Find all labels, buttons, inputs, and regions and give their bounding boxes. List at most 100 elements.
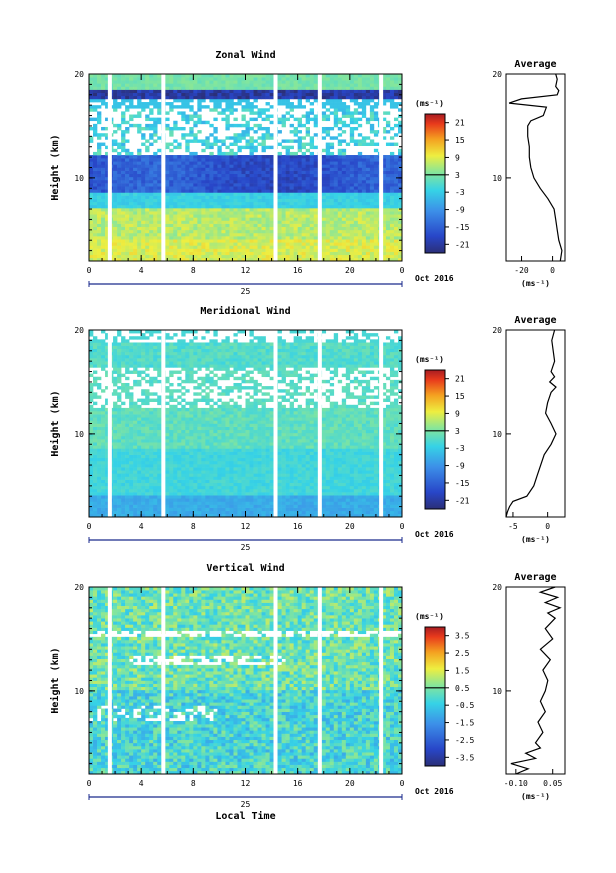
- heatmap-cell: [145, 432, 150, 437]
- heatmap-cell: [361, 201, 367, 206]
- heatmap-cell: [241, 114, 246, 118]
- heatmap-cell: [125, 167, 130, 171]
- heatmap-cell: [341, 158, 347, 162]
- heatmap-cell: [101, 482, 106, 487]
- heatmap-cell: [209, 251, 214, 256]
- heatmap-cell: [333, 183, 339, 187]
- heatmap-cell: [101, 492, 106, 496]
- heatmap-cell: [269, 86, 274, 90]
- heatmap-cell: [257, 108, 262, 112]
- heatmap-cell: [257, 242, 262, 246]
- heatmap-cell: [393, 195, 399, 199]
- heatmap-cell: [197, 229, 202, 234]
- heatmap-cell: [149, 470, 154, 474]
- heatmap-cell: [393, 201, 399, 206]
- heatmap-cell: [149, 211, 154, 215]
- heatmap-cell: [125, 423, 130, 427]
- heatmap-cell: [357, 86, 363, 90]
- heatmap-cell: [97, 179, 102, 184]
- heatmap-cell: [137, 513, 142, 518]
- heatmap-cell: [373, 95, 379, 100]
- heatmap-cell: [101, 411, 106, 415]
- heatmap-cell: [253, 248, 258, 252]
- heatmap-cell: [149, 173, 154, 178]
- heatmap-cell: [345, 170, 351, 175]
- heatmap-cell: [361, 92, 367, 97]
- heatmap-cell: [213, 170, 218, 175]
- heatmap-cell: [121, 432, 126, 437]
- heatmap-cell: [129, 245, 134, 249]
- heatmap-cell: [149, 86, 154, 90]
- heatmap-cell: [361, 214, 367, 218]
- heatmap-cell: [297, 139, 302, 143]
- heatmap-cell: [369, 232, 375, 237]
- heatmap-cell: [121, 373, 126, 378]
- heatmap-cell: [137, 457, 142, 462]
- heatmap-cell: [153, 420, 158, 424]
- heatmap-cell: [117, 429, 122, 434]
- heatmap-cell: [345, 161, 351, 165]
- heatmap-cell: [173, 192, 178, 196]
- heatmap-cell: [325, 195, 331, 199]
- heatmap-cell: [365, 195, 371, 199]
- heatmap-cell: [169, 86, 174, 90]
- heatmap-cell: [309, 83, 315, 87]
- heatmap-cell: [209, 257, 214, 262]
- heatmap-cell: [305, 89, 310, 93]
- heatmap-cell: [89, 239, 94, 243]
- heatmap-cell: [385, 164, 391, 168]
- heatmap-cell: [293, 183, 298, 187]
- heatmap-cell: [205, 74, 210, 78]
- heatmap-cell: [301, 123, 306, 128]
- heatmap-cell: [281, 117, 286, 122]
- heatmap-cell: [201, 161, 206, 165]
- heatmap-cell: [113, 354, 118, 359]
- heatmap-cell: [185, 161, 190, 165]
- heatmap-cell: [397, 126, 403, 131]
- heatmap-cell: [137, 151, 142, 156]
- heatmap-cell: [89, 158, 94, 162]
- heatmap-cell: [233, 176, 238, 181]
- heatmap-cell: [193, 123, 198, 128]
- heatmap-cell: [221, 236, 226, 240]
- heatmap-cell: [253, 145, 258, 150]
- heatmap-cell: [345, 167, 351, 171]
- heatmap-cell: [165, 217, 170, 221]
- heatmap-cell: [349, 136, 355, 140]
- heatmap-cell: [93, 361, 98, 365]
- heatmap-cell: [353, 158, 359, 162]
- heatmap-cell: [97, 382, 102, 387]
- heatmap-cell: [197, 214, 202, 218]
- heatmap-cell: [321, 89, 327, 93]
- heatmap-cell: [253, 192, 258, 196]
- heatmap-cell: [325, 77, 331, 81]
- heatmap-cell: [149, 192, 154, 196]
- heatmap-cell: [249, 208, 254, 212]
- heatmap-cell: [325, 130, 331, 134]
- heatmap-cell: [381, 204, 387, 209]
- heatmap-cell: [213, 126, 218, 131]
- heatmap-cell: [193, 173, 198, 178]
- heatmap-cell: [221, 83, 226, 87]
- heatmap-cell: [389, 192, 395, 196]
- heatmap-cell: [105, 373, 110, 378]
- heatmap-cell: [97, 417, 102, 421]
- heatmap-cell: [125, 495, 130, 499]
- heatmap-cell: [113, 495, 118, 499]
- heatmap-cell: [157, 86, 162, 90]
- heatmap-cell: [253, 208, 258, 212]
- heatmap-cell: [125, 488, 130, 493]
- heatmap-cell: [157, 454, 162, 459]
- heatmap-cell: [141, 414, 146, 418]
- heatmap-cell: [345, 208, 351, 212]
- heatmap-cell: [281, 220, 286, 224]
- heatmap-cell: [249, 145, 254, 150]
- heatmap-cell: [93, 251, 98, 256]
- heatmap-cell: [89, 223, 94, 228]
- heatmap-cell: [137, 467, 142, 471]
- heatmap-cell: [105, 201, 110, 206]
- heatmap-cell: [229, 217, 234, 221]
- heatmap-cell: [293, 242, 298, 246]
- heatmap-cell: [101, 470, 106, 474]
